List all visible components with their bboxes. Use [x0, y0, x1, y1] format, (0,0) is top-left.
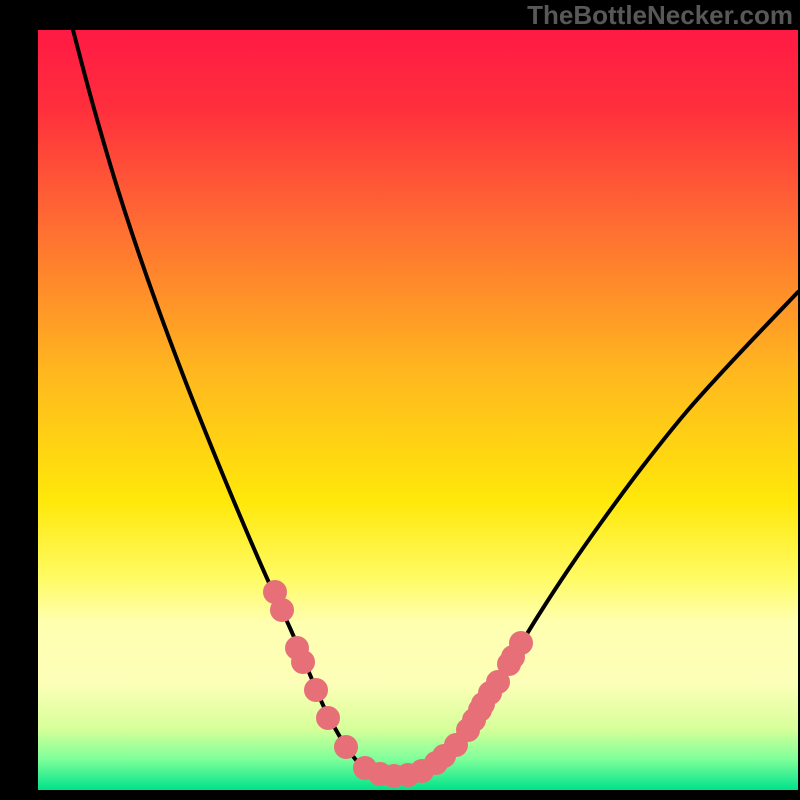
curve-marker — [291, 650, 315, 674]
watermark-text: TheBottleNecker.com — [527, 0, 793, 31]
curve-marker — [304, 678, 328, 702]
curve-line — [73, 30, 798, 776]
chart-frame: TheBottleNecker.com — [0, 0, 800, 800]
curve-marker — [509, 631, 533, 655]
curve-marker — [316, 706, 340, 730]
plot-area — [38, 30, 798, 790]
bottleneck-curve — [38, 30, 798, 790]
curve-markers — [263, 580, 533, 788]
curve-marker — [334, 735, 358, 759]
curve-marker — [270, 598, 294, 622]
curve-marker — [497, 652, 521, 676]
curve-marker — [471, 692, 495, 716]
